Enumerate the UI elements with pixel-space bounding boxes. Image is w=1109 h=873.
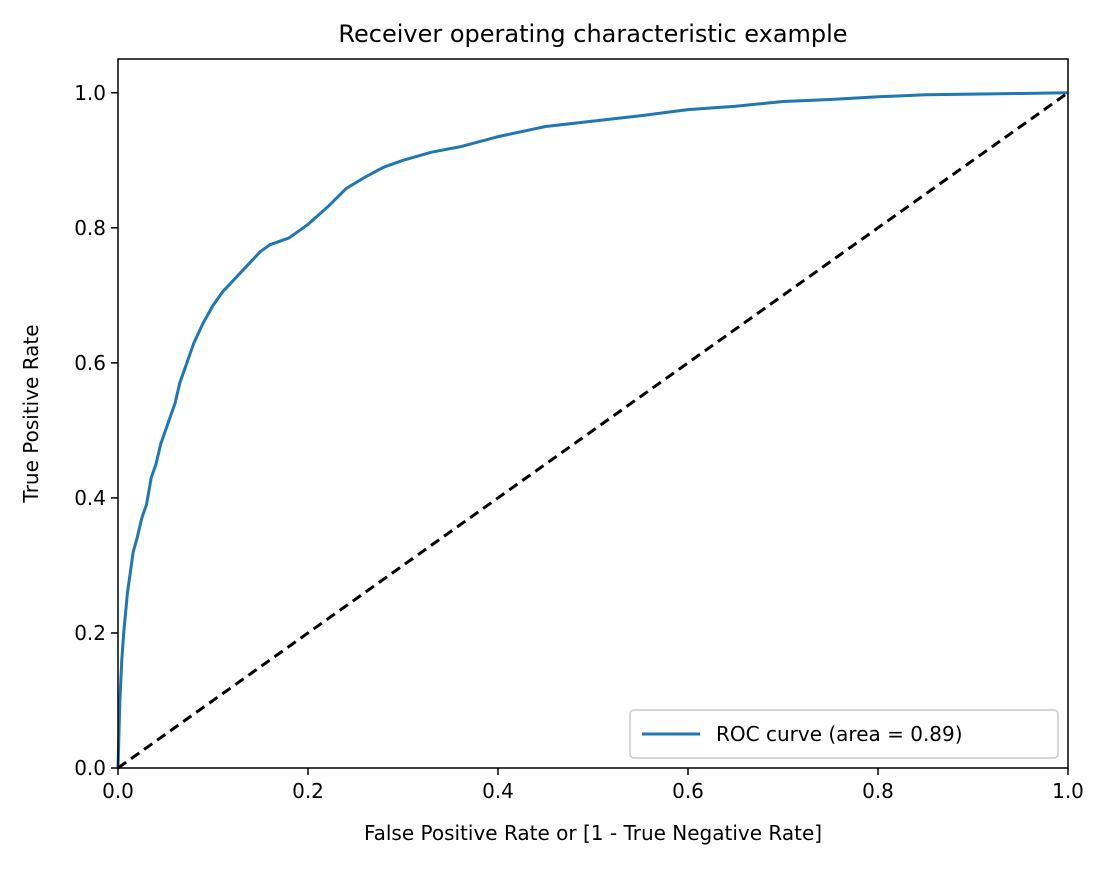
x-tick-label: 0.4 — [482, 779, 514, 803]
y-tick-label: 0.8 — [74, 216, 106, 240]
x-tick-label: 1.0 — [1052, 779, 1084, 803]
y-tick-label: 1.0 — [74, 81, 106, 105]
x-tick-label: 0.8 — [862, 779, 894, 803]
roc-curve-line — [116, 91, 1069, 769]
x-tick-label: 0.6 — [672, 779, 704, 803]
y-tick-label: 0.0 — [74, 756, 106, 780]
x-axis-label: False Positive Rate or [1 - True Negativ… — [364, 821, 822, 845]
legend: ROC curve (area = 0.89) — [629, 709, 1059, 759]
x-tick-label: 0.2 — [292, 779, 324, 803]
y-tick-label: 0.4 — [74, 486, 106, 510]
y-tick-label: 0.6 — [74, 351, 106, 375]
axis-ticks: 0.0 0.2 0.4 0.6 0.8 1.0 0.0 0.2 0.4 0.6 0.8 1.0 — [74, 81, 1084, 803]
axes-frame — [117, 58, 1069, 769]
y-tick-label: 0.2 — [74, 621, 106, 645]
x-tick-label: 0.0 — [102, 779, 134, 803]
chart-title: Receiver operating characteristic exampl… — [338, 20, 847, 48]
legend-label-roc: ROC curve (area = 0.89) — [716, 722, 963, 746]
plot-area — [116, 58, 1069, 770]
y-axis-label: True Positive Rate — [19, 324, 43, 503]
chance-line — [117, 91, 1069, 770]
legend-box — [629, 709, 1059, 759]
